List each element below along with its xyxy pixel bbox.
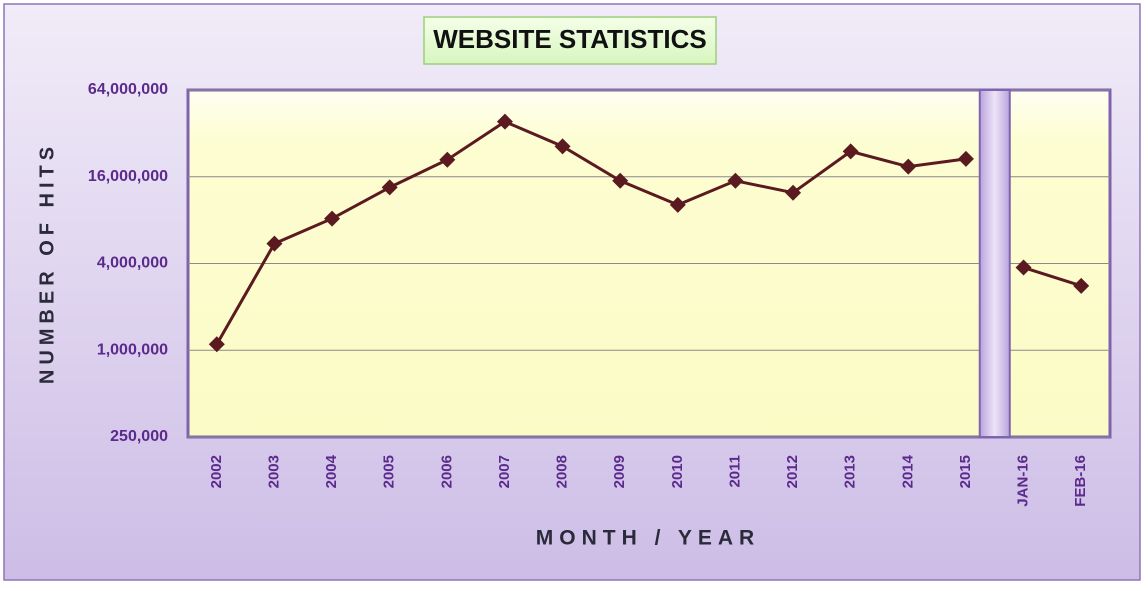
x-tick-label: 2002 <box>208 455 225 488</box>
y-tick-label: 4,000,000 <box>97 255 168 272</box>
x-tick-label: 2013 <box>842 455 859 488</box>
y-tick-label: 64,000,000 <box>88 81 168 98</box>
data-marker <box>785 184 802 201</box>
data-marker <box>439 151 456 168</box>
data-marker <box>381 179 398 196</box>
y-axis-title: NUMBER OF HITS <box>36 142 58 384</box>
data-line <box>1023 266 1082 288</box>
data-marker <box>1073 277 1090 294</box>
data-marker <box>669 196 686 213</box>
x-tick-label: 2006 <box>438 455 455 488</box>
x-tick-label: 2008 <box>554 455 571 488</box>
x-tick-label: 2007 <box>496 455 513 488</box>
x-tick-label: 2009 <box>611 455 628 488</box>
data-marker <box>496 113 513 130</box>
separator-band <box>978 89 1011 438</box>
y-tick-label: 1,000,000 <box>97 341 168 358</box>
chart-title: WEBSITE STATISTICS <box>433 24 706 54</box>
data-marker <box>1015 259 1032 276</box>
x-tick-label: 2014 <box>899 454 916 488</box>
data-marker <box>554 138 571 155</box>
y-tick-label: 250,000 <box>110 428 168 445</box>
data-line <box>215 119 967 346</box>
data-marker <box>266 235 283 252</box>
x-axis-title: MONTH / YEAR <box>536 527 760 550</box>
data-marker <box>208 336 225 353</box>
data-marker <box>842 143 859 160</box>
data-marker <box>957 150 974 167</box>
x-tick-label: FEB-16 <box>1072 455 1089 507</box>
data-marker <box>612 172 629 189</box>
y-tick-label: 16,000,000 <box>88 168 168 185</box>
data-marker <box>727 172 744 189</box>
x-tick-label: 2003 <box>265 455 282 488</box>
x-tick-label: 2011 <box>726 455 743 488</box>
x-tick-label: 2005 <box>381 455 398 488</box>
x-tick-label: 2010 <box>669 455 686 488</box>
x-tick-label: JAN-16 <box>1015 455 1032 507</box>
x-tick-label: 2015 <box>957 455 974 488</box>
x-tick-label: 2012 <box>784 455 801 488</box>
title-box <box>423 16 717 65</box>
data-marker <box>324 210 341 227</box>
data-marker <box>900 158 917 175</box>
x-tick-label: 2004 <box>323 454 340 488</box>
